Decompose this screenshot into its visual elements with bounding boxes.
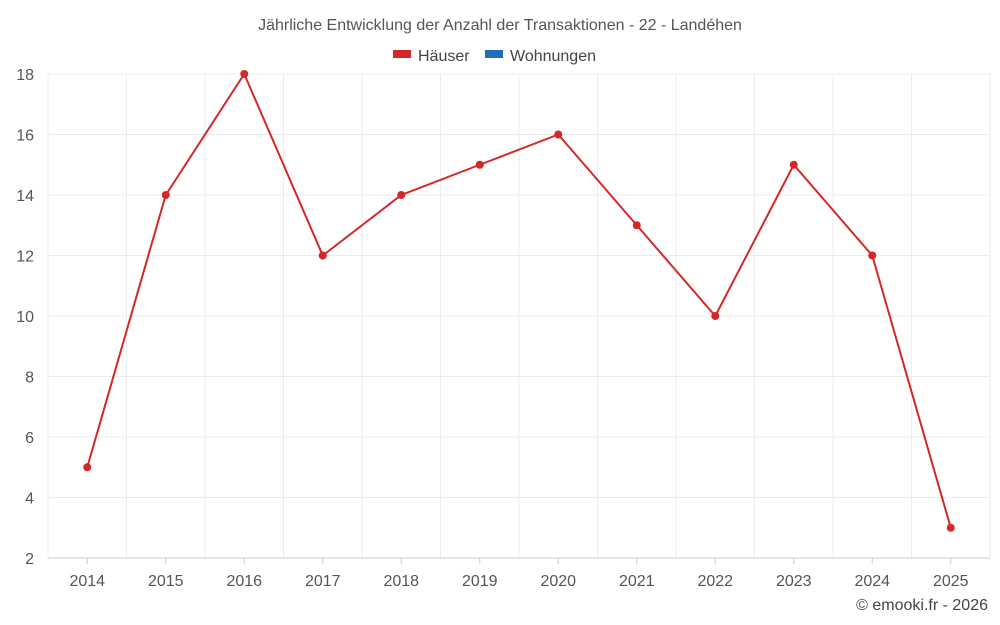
legend-item-wohnungen[interactable]: Wohnungen: [485, 48, 596, 65]
x-tick-label: 2018: [383, 573, 419, 590]
data-point[interactable]: [946, 523, 955, 532]
x-tick-label: 2022: [697, 573, 733, 590]
data-point[interactable]: [397, 191, 406, 199]
data-point[interactable]: [475, 160, 484, 169]
x-tick-label: 2014: [69, 573, 105, 590]
y-tick-label: 6: [25, 430, 34, 447]
y-tick-label: 10: [16, 309, 34, 326]
legend-swatch-haeuser: [393, 50, 411, 58]
y-tick-label: 8: [25, 370, 34, 387]
y-tick-label: 4: [25, 491, 34, 508]
data-point[interactable]: [240, 70, 249, 78]
data-point[interactable]: [632, 221, 641, 230]
data-point[interactable]: [318, 251, 327, 260]
x-tick-label: 2023: [776, 573, 812, 590]
grid: [47, 73, 991, 559]
data-point[interactable]: [554, 130, 563, 139]
series-line-0: [86, 71, 952, 529]
y-tick-label: 12: [16, 249, 34, 266]
y-tick-label: 14: [16, 188, 34, 205]
y-axis-ticks: 2 4 6 8 10 12 14 16 18: [16, 67, 34, 568]
x-tick-label: 2021: [619, 573, 655, 590]
x-tick-label: 2016: [226, 573, 262, 590]
chart-title: Jährliche Entwicklung der Anzahl der Tra…: [258, 17, 742, 34]
data-point[interactable]: [711, 312, 720, 320]
data-point[interactable]: [83, 463, 92, 472]
y-tick-label: 16: [16, 128, 34, 145]
x-tick-label: 2015: [148, 573, 184, 590]
credit-text: © emooki.fr - 2026: [856, 597, 988, 614]
legend-label-haeuser: Häuser: [418, 48, 470, 65]
x-tick-label: 2019: [462, 573, 498, 590]
x-tick-label: 2017: [305, 573, 341, 590]
x-tick-label: 2020: [540, 573, 576, 590]
legend-label-wohnungen: Wohnungen: [510, 48, 596, 65]
series-layer: [83, 70, 955, 532]
legend-swatch-wohnungen: [485, 50, 503, 58]
data-point[interactable]: [161, 191, 170, 199]
x-tick-label: 2025: [933, 573, 969, 590]
x-axis-ticks: 2014 2015 2016 2017 2018 2019 2020 2021 2022 2023…: [69, 558, 969, 590]
y-tick-label: 18: [16, 67, 34, 84]
legend-item-haeuser[interactable]: Häuser: [393, 48, 470, 65]
x-tick-label: 2024: [854, 573, 890, 590]
data-point[interactable]: [789, 160, 798, 169]
legend: Häuser Wohnungen: [393, 48, 596, 65]
data-point[interactable]: [868, 251, 877, 260]
y-tick-label: 2: [25, 551, 34, 568]
